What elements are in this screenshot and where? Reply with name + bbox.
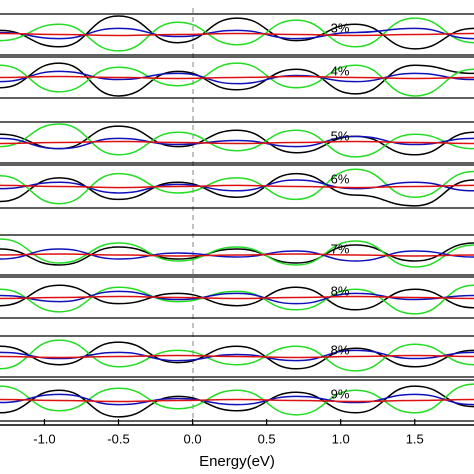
dos-line (0, 398, 474, 403)
dos-line (0, 184, 474, 189)
dos-line (0, 179, 474, 194)
dos-line (0, 295, 474, 300)
panel-label: 8% (331, 342, 350, 357)
panel-label: 4% (331, 63, 350, 78)
dos-line (0, 248, 474, 262)
x-tick-label: 0.0 (184, 431, 202, 446)
panel-label: 8% (331, 283, 350, 298)
dos-line (0, 385, 474, 418)
dos-line (0, 383, 474, 416)
dos-line (0, 172, 474, 207)
dos-line (0, 354, 474, 359)
dos-line (0, 27, 474, 40)
x-tick-label: 1.0 (332, 431, 350, 446)
dos-line (0, 32, 474, 37)
dos-line (0, 253, 474, 257)
panel-label: 7% (331, 241, 350, 256)
dos-line (0, 341, 474, 370)
dos-line (0, 70, 474, 85)
dos-line (0, 17, 474, 52)
x-tick-label: -0.5 (107, 431, 129, 446)
dos-line (0, 238, 474, 268)
x-tick-label: 0.5 (258, 431, 276, 446)
panel-label: 6% (331, 171, 350, 186)
dos-line (0, 125, 474, 156)
dos-line (0, 242, 474, 266)
x-tick-label: -1.0 (33, 431, 55, 446)
x-axis-label: Energy(eV) (199, 453, 275, 470)
panel-label: 3% (331, 20, 350, 35)
dos-line (0, 168, 474, 205)
dos-line (0, 62, 474, 97)
dos-line (0, 284, 474, 311)
x-tick-label: 1.5 (406, 431, 424, 446)
dos-line (0, 339, 474, 372)
panel-label: 5% (331, 128, 350, 143)
dos-line (0, 393, 474, 406)
dos-line (0, 140, 474, 145)
dos-line (0, 15, 474, 50)
dos-line (0, 62, 474, 97)
dos-line (0, 284, 474, 315)
dos-line (0, 75, 474, 80)
panel-label: 9% (331, 386, 350, 401)
dos-line (0, 123, 474, 158)
